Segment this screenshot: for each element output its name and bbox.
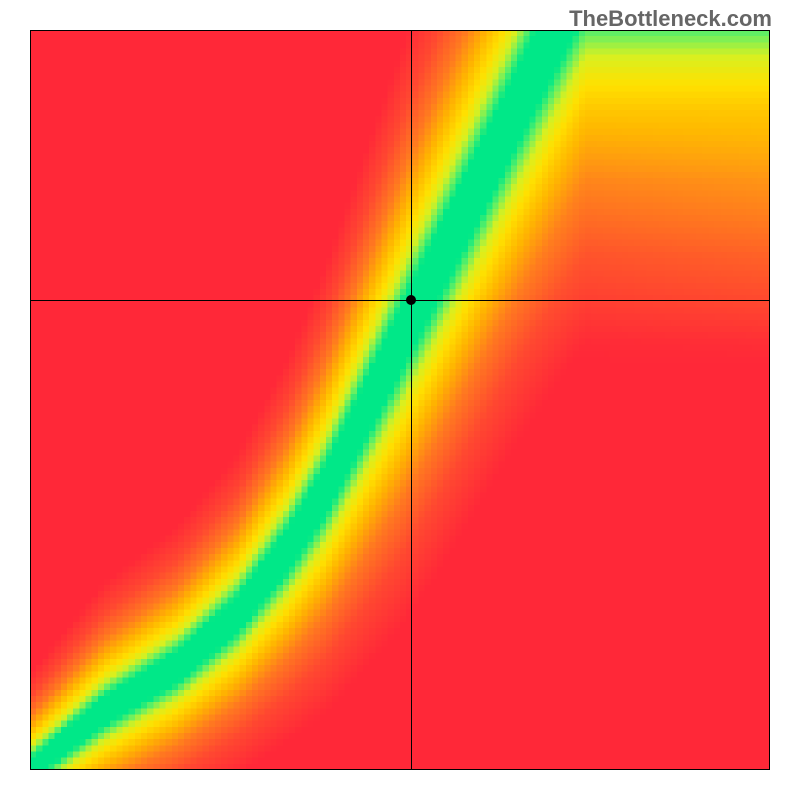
heatmap-canvas [30,30,770,770]
watermark-text: TheBottleneck.com [569,6,772,32]
crosshair-marker [406,295,416,305]
crosshair-horizontal [30,300,770,301]
heatmap-plot [30,30,770,770]
crosshair-vertical [411,30,412,770]
